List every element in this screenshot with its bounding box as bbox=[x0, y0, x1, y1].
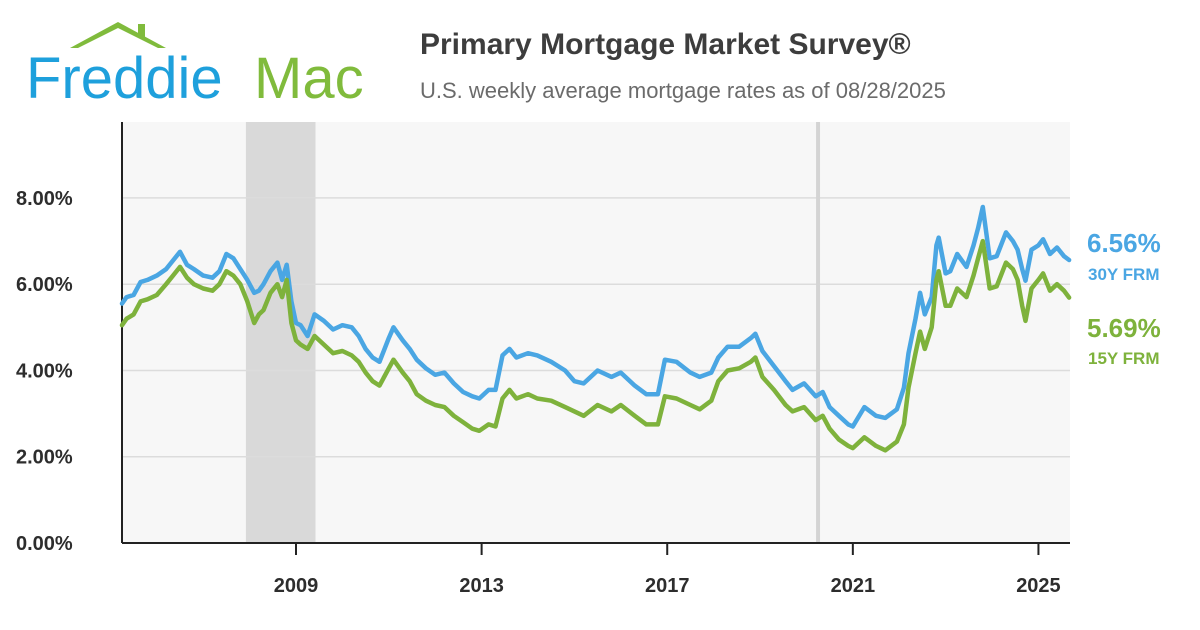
series-end-name: 30Y FRM bbox=[1088, 265, 1160, 284]
freddie-mac-logo: Freddie Mac bbox=[26, 22, 364, 108]
house-chimney-icon bbox=[138, 24, 145, 38]
x-tick-label: 2025 bbox=[1016, 575, 1061, 597]
series-end-value: 5.69% bbox=[1087, 313, 1161, 343]
x-tick-label: 2013 bbox=[459, 575, 504, 597]
series-line-30y-frm bbox=[119, 204, 1072, 429]
y-tick-label: 4.00% bbox=[16, 360, 73, 382]
series-line-15y-frm bbox=[119, 238, 1072, 453]
y-tick-label: 8.00% bbox=[16, 188, 73, 210]
series-end-name: 15Y FRM bbox=[1088, 349, 1160, 368]
logo-word-freddie: Freddie bbox=[26, 46, 223, 108]
y-tick-label: 0.00% bbox=[16, 533, 73, 555]
chart-title: Primary Mortgage Market Survey® bbox=[420, 28, 911, 61]
y-tick-label: 2.00% bbox=[16, 447, 73, 469]
x-tick-label: 2017 bbox=[645, 575, 690, 597]
house-roof-icon bbox=[70, 22, 166, 48]
x-tick-label: 2021 bbox=[831, 575, 876, 597]
series-end-value: 6.56% bbox=[1087, 228, 1161, 258]
x-tick-label: 2009 bbox=[274, 575, 319, 597]
chart-subtitle: U.S. weekly average mortgage rates as of… bbox=[420, 78, 946, 103]
logo-word-mac: Mac bbox=[254, 46, 364, 108]
y-tick-label: 6.00% bbox=[16, 274, 73, 296]
